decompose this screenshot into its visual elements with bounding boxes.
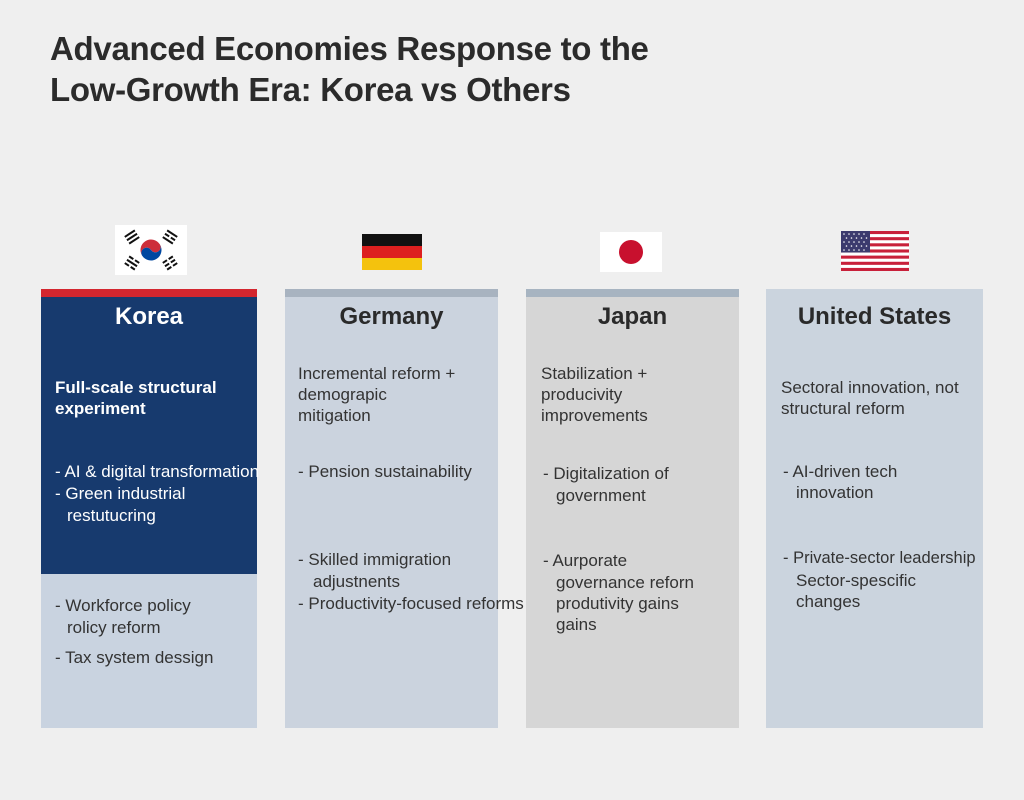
germany-accent-bar — [285, 289, 498, 297]
column-title-united-states: United States — [797, 303, 952, 330]
japan-item-2-line-4: gains — [556, 615, 597, 634]
column-japan: Japan Stabilization + producivity improv… — [526, 289, 739, 728]
korea-item-1: - AI & digital transformation — [55, 462, 260, 481]
korea-item-3: - Workforce policy — [55, 596, 191, 615]
japan-accent-bar — [526, 289, 739, 297]
japan-summary-line-2: producivity — [541, 385, 623, 404]
united-states-flag-icon — [841, 231, 909, 271]
column-title-korea: Korea — [114, 303, 184, 330]
us-item-2-line-3: changes — [796, 592, 861, 611]
germany-summary-line-2: demograpic — [298, 385, 387, 404]
page-title: Advanced Economies Response to the Low-G… — [50, 28, 750, 110]
title-line-2: Low-Growth Era: Korea vs Others — [50, 71, 571, 108]
japan-summary-line-1: Stabilization + — [541, 364, 648, 383]
japan-item-2-line-2: governance reforn — [556, 573, 694, 592]
column-title-germany: Germany — [339, 303, 444, 330]
title-line-1: Advanced Economies Response to the — [50, 30, 649, 67]
germany-item-1: - Pension sustainability — [298, 462, 472, 481]
germany-summary-line-3: mitigation — [298, 406, 371, 425]
column-united-states: United States Sectoral innovation, not s… — [766, 289, 983, 728]
korea-summary-line-2: experiment — [55, 399, 146, 418]
column-korea: Korea Full-scale structural experiment -… — [41, 289, 260, 728]
korea-item-2-cont: restutucring — [67, 506, 156, 525]
column-title-japan: Japan — [597, 303, 668, 330]
us-item-1-cont: innovation — [796, 483, 874, 502]
japan-flag-icon — [600, 232, 662, 272]
germany-item-2: - Skilled immigration — [298, 550, 452, 569]
japan-item-1-cont: government — [556, 486, 646, 505]
korea-accent-bar — [41, 289, 257, 297]
germany-item-3: - Productivity-focused reforms — [298, 594, 524, 613]
korea-item-2: - Green industrial — [55, 484, 186, 503]
us-item-2: - Private-sector leadership — [783, 549, 976, 567]
germany-flag-icon — [362, 234, 422, 270]
column-germany: Germany Incremental reform + demograpic … — [285, 289, 524, 728]
japan-summary-line-3: improvements — [541, 406, 648, 425]
korea-item-4: - Tax system dessign — [55, 648, 214, 667]
germany-item-2-cont: adjustnents — [313, 572, 400, 591]
korea-summary-line-1: Full-scale structural — [55, 378, 217, 397]
us-summary-line-2: structural reform — [781, 399, 905, 418]
us-summary-line-1: Sectoral innovation, not — [781, 378, 959, 397]
korea-item-3-cont: rolicy reform — [67, 618, 161, 637]
japan-item-1: - Digitalization of — [543, 464, 669, 483]
japan-item-2-line-3: produtivity gains — [556, 594, 679, 613]
us-item-2-line-2: Sector-spescific — [796, 571, 916, 590]
korea-highlight-block — [41, 297, 257, 574]
germany-summary-line-1: Incremental reform + — [298, 364, 456, 383]
japan-item-2: - Aurporate — [543, 551, 628, 570]
south-korea-flag-icon — [115, 225, 187, 275]
us-item-1: - AI-driven tech — [783, 462, 898, 481]
